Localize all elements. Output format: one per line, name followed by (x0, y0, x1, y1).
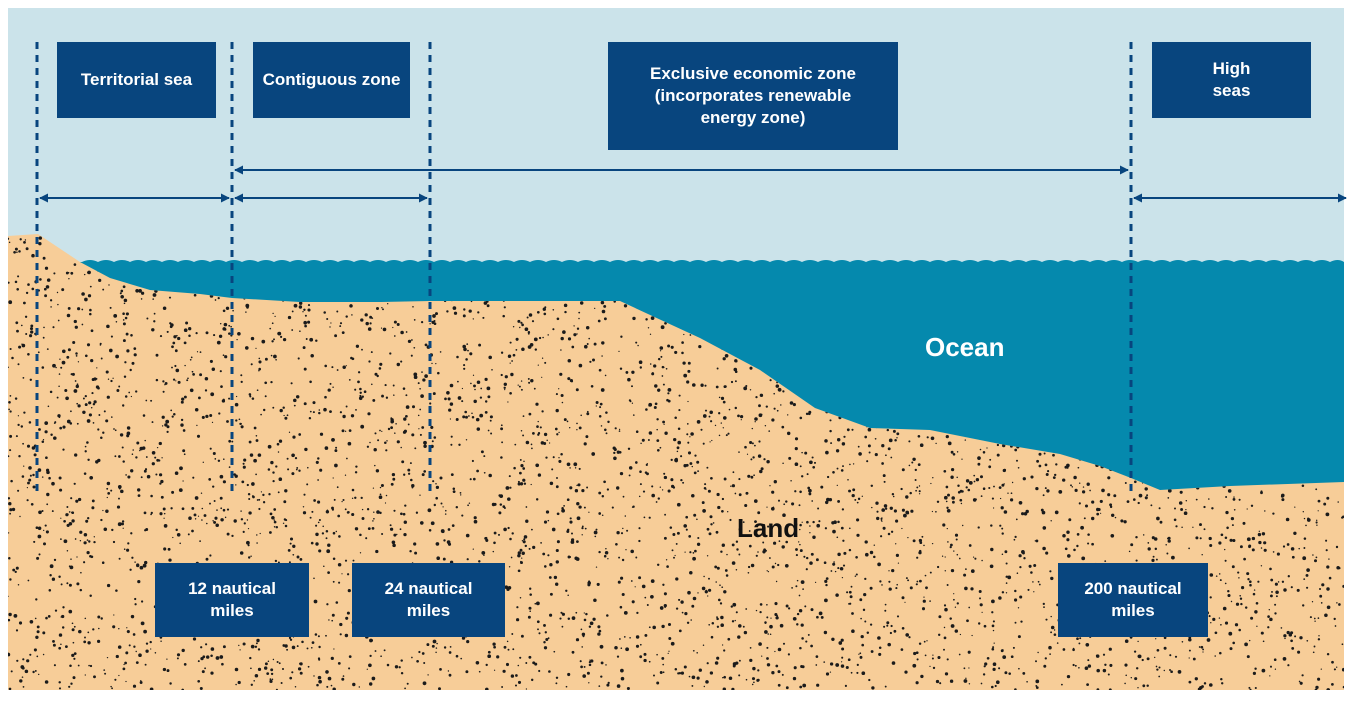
distance-200nm-label: 200 nautical miles (1058, 563, 1208, 637)
ocean-label: Ocean (925, 332, 1005, 362)
land-label: Land (737, 513, 799, 543)
distance-12nm-label: 12 nautical miles (155, 563, 309, 637)
distance-24nm-label: 24 nautical miles (352, 563, 505, 637)
territorial-sea-label: Territorial sea (57, 42, 216, 118)
high-seas-label: High seas (1152, 42, 1311, 118)
contiguous-zone-label: Contiguous zone (253, 42, 410, 118)
eez-label: Exclusive economic zone (incorporates re… (608, 42, 898, 150)
